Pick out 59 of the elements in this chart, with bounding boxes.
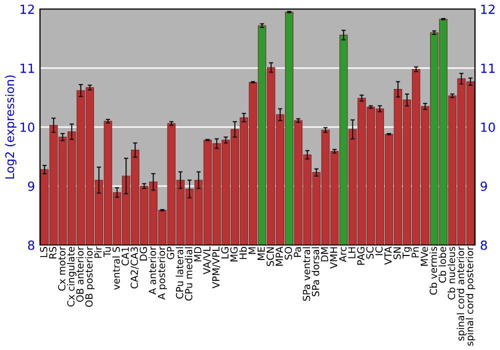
x-tick-label: Pa [294,247,302,257]
x-tick-label: IC [375,246,383,256]
y2-tick-label: 8 [480,240,487,250]
y2-tick-label: 11 [481,64,495,73]
y-tick-label: 11 [20,64,34,73]
y2-tick-label: 12 [481,4,495,14]
x-tick-label: SCN [266,247,274,266]
x-tick-label: Cx cingulate [67,246,76,306]
x-tick-label: Pir [94,246,102,258]
x-tick-label: M [248,247,256,254]
x-tick-label: VMH [330,247,338,269]
x-tick-label: VPM/VPL [212,246,220,288]
x-tick-label: SPa ventral [302,247,310,301]
x-tick-label: MVe [420,246,428,266]
y-tick-label: 12 [20,4,34,14]
x-tick-label: ME [258,247,265,260]
x-tick-label: SC [366,246,374,259]
x-tick-label: MG [230,247,238,262]
x-tick-label: Tg [402,247,412,259]
x-tick-label: LG [221,247,229,258]
x-tick-label: Pn [412,247,419,258]
x-tick-label: GP [166,246,174,260]
x-tick-label: VA/VL [203,246,212,274]
x-tick-label: spinal cord posterior [466,246,476,346]
x-tick-label: spinal cord anterior [456,246,466,341]
x-tick-label: MD [194,246,202,262]
x-tick-label: Arc [339,246,346,262]
x-tick-label: ventral S [112,246,120,290]
x-tick-label: CPu lateral [176,247,184,299]
x-tick-label: VTA [384,246,392,265]
x-tick-label: MPA [276,246,283,266]
x-tick-label: RS [49,246,56,258]
x-tick-label: LH [348,247,356,258]
x-tick-label: CA1 [122,247,129,266]
y2-tick-label: 9 [480,181,487,191]
x-tick-label: Cb vermis [430,246,438,295]
x-tick-label: Hb [239,246,247,259]
y-tick-label: 8 [28,240,34,250]
x-tick-label: CA2/CA3 [130,247,139,288]
x-tick-label: DG [140,247,148,260]
y2-tick-label: 10 [481,122,495,132]
x-tick-label: SO [284,246,292,260]
x-tick-label: LS [40,246,48,258]
x-tick-label: Cx motor [58,246,66,291]
x-tick-label: OB posterior [85,246,95,307]
y-tick-label: 10 [20,122,34,132]
x-tick-label: Cb lobe [438,246,446,283]
x-tick-label: Cb nucleus [448,246,456,300]
x-tick-label: SN [393,247,401,260]
x-tick-label: CPu medial [184,247,192,301]
x-tick-label: A anterior [148,246,156,295]
x-tick-label: OB anterior [76,246,84,302]
x-tick-label: PAG [357,247,365,265]
x-tick-label: Tu [104,247,111,258]
y-axis-title: Log2 (expression) [5,75,16,179]
x-tick-label: SPa dorsal [312,247,320,296]
y-tick-label: 9 [28,181,34,191]
x-tick-label: DM [321,247,328,262]
x-tick-label: A posterior [158,246,168,300]
